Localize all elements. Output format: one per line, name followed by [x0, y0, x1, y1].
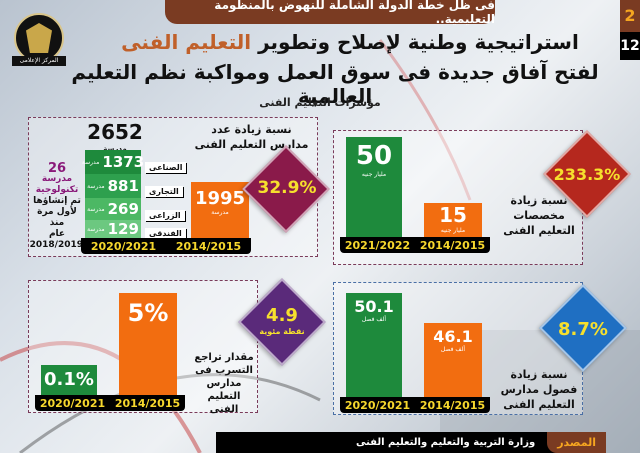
seg-unit: مدرسة [87, 182, 105, 190]
banner-text: فى ظل خطة الدولة الشاملة للنهوض بالمنظوم… [214, 0, 495, 26]
bar-2014: 46.1 ألف فصل [424, 323, 482, 397]
segment-label: التجارى [145, 186, 183, 197]
bar-value: 50 [355, 141, 393, 171]
seg-value: 269 [107, 200, 139, 218]
title-line: فصول مدارس [500, 383, 578, 396]
seg-unit: مدرسة [87, 225, 105, 233]
note-line: مدرسة [41, 174, 73, 184]
page-title-line1: استراتيجية وطنية لإصلاح وتطوير التعليم ا… [90, 30, 610, 54]
segment-commercial: مدرسة 881 [85, 174, 141, 198]
note-line: عام [48, 229, 66, 239]
segment-label: الزراعى [145, 210, 185, 221]
page-total: 12 [620, 32, 640, 60]
bar-2020: 50.1 ألف فصل [346, 293, 402, 397]
title-line: التسرب فى [195, 365, 253, 376]
bar-2021: 50 مليار جنيه [346, 137, 402, 237]
year-label: 2014/2015 [419, 398, 486, 412]
badge-value: 32.9% [257, 178, 317, 198]
source-text: وزارة التربية والتعليم والتعليم الفنى [355, 437, 536, 448]
year-label: 2021/2022 [344, 238, 411, 252]
seg-value: 1373 [102, 153, 145, 171]
bar-2014: 15 مليار جنيه [424, 203, 482, 237]
bar-value: 46.1 [433, 327, 473, 346]
title-line: مدارس التعليم الفنى [194, 138, 309, 151]
title-line: الفنى [209, 404, 239, 415]
tech-schools-note: 26 مدرسة تكنولوجية تم إنشاؤها لأول مرة م… [29, 161, 83, 251]
year-label: 2014/2015 [114, 396, 181, 410]
badge-unit: نقطة مئوية [259, 327, 305, 336]
note-value: 26 [47, 161, 67, 176]
bar-2014: 1995 مدرسة [191, 182, 249, 238]
title-line: نسبة زيادة [510, 194, 568, 207]
panel-title: نسبة زيادة عدد مدارس التعليم الفنى [194, 122, 309, 152]
title-prefix: استراتيجية وطنية لإصلاح وتطوير [258, 30, 579, 54]
bar-unit: مدرسة [211, 209, 229, 216]
year-label: 2020/2021 [344, 398, 411, 412]
logo-label: المركز الإعلامى [12, 56, 66, 66]
seg-value: 129 [107, 220, 139, 238]
page-current: 2 [620, 0, 640, 32]
panel-title: نسبة زيادة فصول مدارس التعليم الفنى [499, 367, 579, 412]
bar-unit: مليار جنيه [440, 227, 466, 234]
source-bar: المصدر وزارة التربية والتعليم والتعليم ا… [216, 432, 606, 453]
title-highlight: التعليم الفنى [121, 30, 252, 54]
bar-unit: ألف فصل [361, 316, 387, 323]
note-line: 2018/2019 [29, 240, 83, 250]
year-axis: 2020/2021 2014/2015 [81, 238, 251, 254]
year-label: 2014/2015 [175, 239, 242, 253]
segment-label: الصناعى [145, 162, 187, 173]
total-value: 2652 [87, 120, 143, 144]
title-line: التعليم الفنى [503, 224, 575, 237]
title-line: التعليم الفنى [503, 398, 575, 411]
segment-agricultural: مدرسة 269 [85, 198, 141, 220]
source-label: المصدر [547, 432, 606, 453]
year-label: 2020/2021 [39, 396, 106, 410]
bar-value: 15 [439, 203, 467, 227]
eagle-emblem-icon [26, 23, 52, 53]
title-line: نسبة زيادة [510, 368, 568, 381]
page-indicator: 2 12 [620, 0, 640, 60]
total-unit: مدرسة [103, 145, 127, 153]
bar-2014: 5% [119, 293, 177, 395]
year-label: 2014/2015 [419, 238, 486, 252]
panel-budget: 50 مليار جنيه 15 مليار جنيه 2021/2022 20… [333, 130, 631, 265]
bar-value: 1995 [194, 188, 246, 209]
stacked-bar-2020: مدرسة 1373 مدرسة 881 مدرسة 269 مدرسة 129 [81, 150, 145, 238]
panel-classes: 50.1 ألف فصل 46.1 ألف فصل 2020/2021 2014… [333, 282, 627, 415]
title-line: مدارس التعليم [206, 378, 242, 402]
badge-value: 4.9 [266, 305, 298, 326]
bar-value: 50.1 [354, 297, 394, 316]
year-label: 2020/2021 [90, 239, 157, 253]
page-title-line2: لفتح آفاق جديدة فى سوق العمل ومواكبة نظم… [71, 60, 599, 108]
year-axis: 2020/2021 2014/2015 [35, 395, 185, 411]
segment-industrial: مدرسة 1373 [81, 150, 145, 174]
panel-title: مقدار تراجع التسرب فى مدارس التعليم الفن… [189, 351, 259, 416]
year-axis: 2021/2022 2014/2015 [340, 237, 490, 253]
note-line: تكنولوجية [35, 185, 79, 195]
seg-unit: مدرسة [81, 158, 100, 166]
badge-value: 233.3% [553, 165, 621, 184]
bar-2020: 0.1% [41, 365, 97, 395]
panel-schools: 26 مدرسة تكنولوجية تم إنشاؤها لأول مرة م… [28, 117, 330, 257]
title-line: نسبة زيادة عدد [211, 123, 292, 136]
top-banner: فى ظل خطة الدولة الشاملة للنهوض بالمنظوم… [165, 0, 495, 26]
title-line: مقدار تراجع [194, 352, 254, 363]
section-subtitle: مؤشرات التعليم الفنى [259, 96, 381, 109]
panel-dropout: 0.1% 5% 2020/2021 2014/2015 مقدار تراجع … [28, 278, 326, 416]
note-line: تم إنشاؤها [33, 196, 81, 206]
segment-hotel: مدرسة 129 [85, 220, 141, 238]
total-2020: 2652 مدرسة [85, 122, 145, 157]
bar-value: 5% [127, 299, 169, 327]
title-line: مخصصات [513, 209, 565, 222]
segment-label: الفندقى [145, 228, 186, 239]
bar-unit: مليار جنيه [361, 171, 387, 178]
bar-value: 0.1% [44, 369, 94, 390]
panel-title: نسبة زيادة مخصصات التعليم الفنى [499, 193, 579, 238]
seg-value: 881 [107, 177, 139, 195]
badge-value: 8.7% [558, 319, 608, 340]
note-line: لأول مرة منذ [37, 207, 77, 228]
bar-unit: ألف فصل [440, 346, 466, 353]
year-axis: 2020/2021 2014/2015 [340, 397, 490, 413]
seg-unit: مدرسة [87, 205, 105, 213]
